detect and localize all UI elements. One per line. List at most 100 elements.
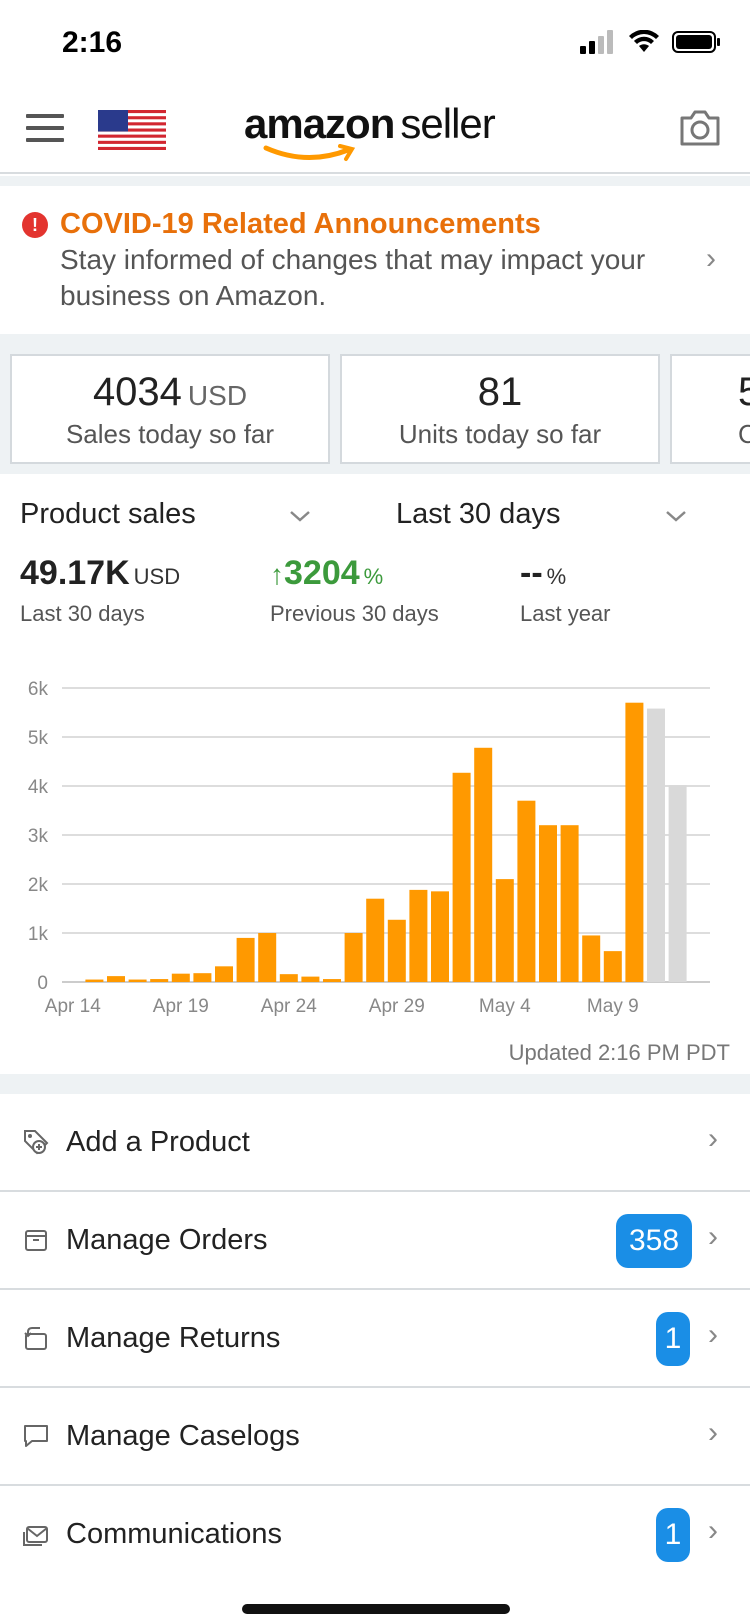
chart-bar xyxy=(582,935,601,982)
announcement-body: Stay informed of changes that may impact… xyxy=(60,244,646,311)
card-value: 5 xyxy=(738,370,750,414)
camera-icon[interactable] xyxy=(678,108,722,148)
stat-unit: % xyxy=(363,564,384,589)
updated-timestamp: Updated 2:16 PM PDT xyxy=(508,1040,730,1065)
box-icon xyxy=(25,1230,47,1251)
us-flag-icon[interactable] xyxy=(98,110,166,150)
chart-bar xyxy=(128,979,147,982)
chevron-down-icon[interactable] xyxy=(664,504,688,528)
chart-bar xyxy=(258,933,277,982)
units-today-card[interactable]: 81 Units today so far xyxy=(340,354,660,464)
metric-dropdown[interactable]: Product sales xyxy=(20,498,196,530)
menu-label: Manage Orders xyxy=(66,1224,268,1256)
x-tick-label: May 4 xyxy=(479,996,531,1017)
x-tick-label: Apr 29 xyxy=(369,996,425,1017)
signal-icon xyxy=(580,30,613,54)
card-unit: USD xyxy=(187,380,248,411)
status-time: 2:16 xyxy=(62,26,123,59)
chart-bar xyxy=(387,919,406,982)
chart-bar xyxy=(85,979,104,982)
y-tick-label: 2k xyxy=(28,875,49,896)
sales-today-card[interactable]: 4034 USD Sales today so far xyxy=(10,354,330,464)
chevron-down-icon[interactable] xyxy=(288,504,312,528)
card-value: 81 xyxy=(477,370,523,414)
menu-label: Add a Product xyxy=(66,1126,250,1158)
menu-item-add-product[interactable]: Add a Product › xyxy=(0,1094,750,1192)
stat-last-year: --% Last year xyxy=(520,554,611,627)
hamburger-menu-icon[interactable] xyxy=(26,114,64,144)
range-dropdown[interactable]: Last 30 days xyxy=(396,498,561,530)
chart-bar xyxy=(215,966,233,982)
covid-announcement-banner[interactable]: ! COVID-19 Related Announcements Stay in… xyxy=(0,186,750,334)
wifi-icon xyxy=(629,30,659,52)
y-tick-label: 0 xyxy=(37,973,48,994)
stat-value: 49.17K xyxy=(20,554,130,592)
x-tick-label: Apr 24 xyxy=(261,996,317,1017)
sales-section: Product sales Last 30 days 49.17K USD Las… xyxy=(0,474,750,1074)
menu-item-communications[interactable]: Communications 1 › xyxy=(0,1486,750,1584)
chat-icon xyxy=(24,1425,48,1447)
stat-value: -- xyxy=(520,554,543,592)
chart-bar xyxy=(344,933,363,982)
arrow-up-icon: ↑ xyxy=(270,559,284,590)
chart-bar xyxy=(193,973,212,982)
home-indicator xyxy=(242,1604,510,1614)
divider xyxy=(0,1074,750,1094)
card-label: C xyxy=(738,419,750,449)
amazon-seller-logo: amazon seller xyxy=(244,100,496,170)
return-icon xyxy=(24,1327,47,1350)
status-bar: 2:16 xyxy=(0,0,750,90)
chart-bar xyxy=(539,825,557,982)
chart-bar xyxy=(323,979,341,982)
y-tick-label: 5k xyxy=(28,728,49,749)
chart-bar xyxy=(625,702,644,982)
x-tick-label: Apr 14 xyxy=(45,996,101,1017)
alert-icon: ! xyxy=(22,212,48,238)
y-tick-label: 3k xyxy=(28,826,49,847)
stat-unit: % xyxy=(546,564,567,589)
card-value: 4034 xyxy=(92,370,182,414)
stat-value: 3204 xyxy=(284,554,360,592)
chevron-right-icon: › xyxy=(708,1318,718,1351)
stat-label: Last year xyxy=(520,601,611,626)
chart-bar xyxy=(366,898,385,982)
chart-bar xyxy=(495,879,514,982)
card-label: Sales today so far xyxy=(65,419,275,449)
tag-plus-icon xyxy=(24,1130,49,1155)
chevron-right-icon: › xyxy=(708,1122,718,1155)
chart-bar xyxy=(236,937,255,982)
amazon-smile-icon xyxy=(263,144,356,161)
stat-label: Previous 30 days xyxy=(270,601,439,626)
card-label: Units today so far xyxy=(398,419,602,449)
y-tick-label: 4k xyxy=(28,777,49,798)
chart-bar xyxy=(431,891,449,982)
chart-bar xyxy=(517,800,536,982)
menu-item-manage-caselogs[interactable]: Manage Caselogs › xyxy=(0,1388,750,1486)
chart-bar xyxy=(409,889,428,982)
actions-menu: Add a Product › Manage Orders 358 › Mana… xyxy=(0,1094,750,1584)
chevron-right-icon: › xyxy=(708,1220,718,1253)
sales-bar-chart: 0 1k 2k 3k 4k 5k 6k Apr 14 Apr 19 Apr 24 Apr 29 May… xyxy=(28,679,710,1017)
divider xyxy=(0,176,750,186)
app-header: amazon seller xyxy=(0,90,750,174)
y-tick-label: 6k xyxy=(28,679,49,700)
menu-item-manage-returns[interactable]: Manage Returns 1 › xyxy=(0,1290,750,1388)
chevron-right-icon: › xyxy=(708,1416,718,1449)
chart-bar xyxy=(668,785,687,982)
chart-bar xyxy=(560,825,579,982)
chart-bar xyxy=(107,976,125,982)
status-icons xyxy=(580,30,722,54)
announcement-title: COVID-19 Related Announcements xyxy=(60,208,541,240)
menu-label: Manage Caselogs xyxy=(66,1420,300,1452)
stat-unit: USD xyxy=(133,564,181,589)
battery-icon xyxy=(672,31,720,53)
y-tick-label: 1k xyxy=(28,924,49,945)
x-tick-label: May 9 xyxy=(587,996,639,1017)
communications-count-badge: 1 xyxy=(656,1508,690,1562)
chart-bar xyxy=(452,772,471,982)
third-metric-card[interactable]: 5 C xyxy=(670,354,750,464)
menu-item-manage-orders[interactable]: Manage Orders 358 › xyxy=(0,1192,750,1290)
menu-label: Manage Returns xyxy=(66,1322,281,1354)
stat-last-30: 49.17K USD Last 30 days xyxy=(20,554,180,627)
mail-icon xyxy=(23,1526,48,1546)
